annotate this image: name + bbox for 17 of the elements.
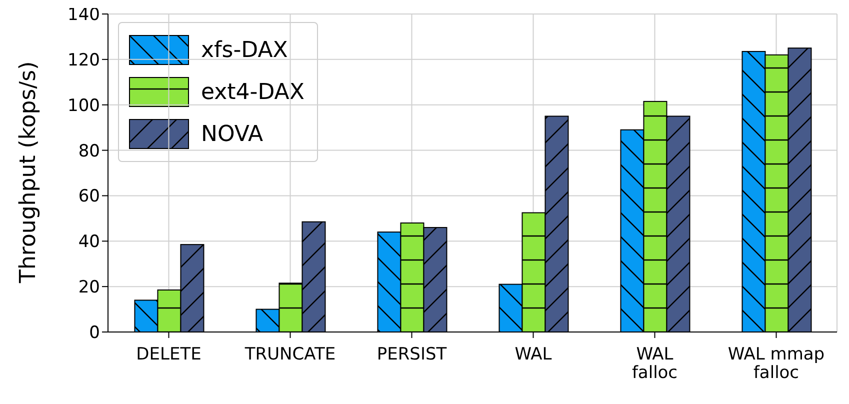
- y-tick-label: 20: [78, 278, 100, 298]
- x-tick-label: WAL falloc: [632, 344, 678, 383]
- x-tick-label: DELETE: [136, 344, 202, 364]
- x-tick-label: WAL: [514, 344, 552, 364]
- y-tick-label: 80: [78, 141, 100, 162]
- x-tick-label: PERSIST: [376, 344, 448, 364]
- x-tick-label: WAL mmap falloc: [728, 344, 825, 383]
- y-axis-title: Throughput (kops/s): [16, 61, 41, 284]
- legend-label: NOVA: [201, 122, 264, 146]
- y-tick-label: 120: [68, 50, 100, 70]
- y-tick-label: 100: [68, 96, 100, 116]
- y-tick-label: 0: [89, 323, 100, 344]
- legend-label: ext4-DAX: [201, 80, 304, 104]
- legend-label: xfs-DAX: [201, 38, 288, 62]
- y-tick-label: 60: [78, 186, 100, 207]
- x-tick-label: TRUNCATE: [244, 344, 336, 364]
- y-tick-label: 40: [78, 232, 100, 252]
